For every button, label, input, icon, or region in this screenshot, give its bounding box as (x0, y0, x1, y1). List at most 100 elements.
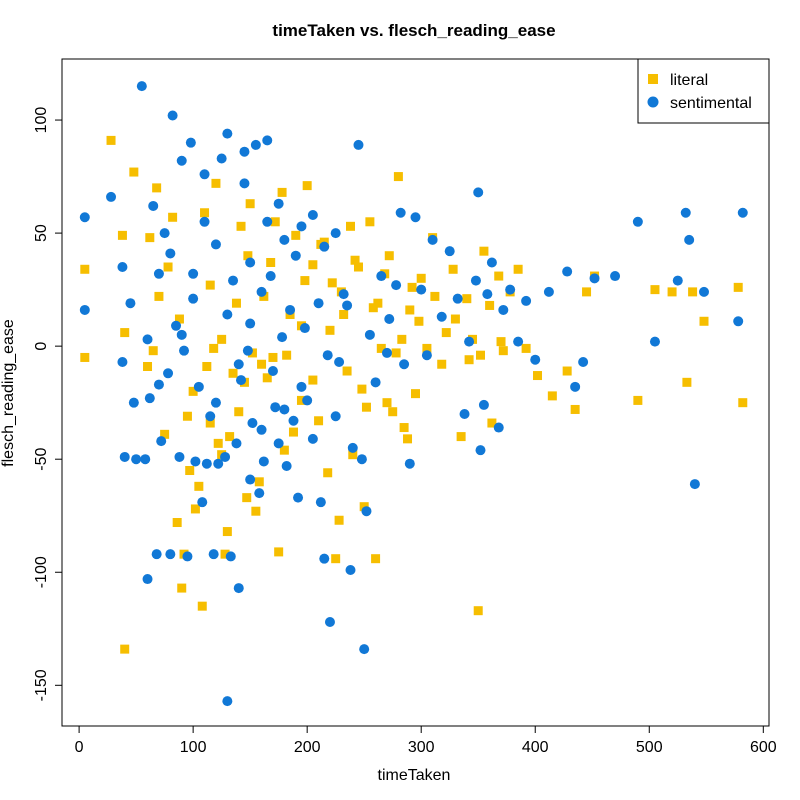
point-sentimental-56 (267, 366, 278, 377)
point-sentimental-97 (427, 234, 438, 245)
point-literal-46 (277, 187, 287, 197)
point-sentimental-126 (689, 479, 700, 490)
point-sentimental-128 (733, 316, 744, 327)
point-literal-28 (220, 549, 230, 559)
point-sentimental-75 (330, 411, 341, 422)
point-sentimental-4 (117, 356, 128, 367)
point-literal-107 (682, 377, 692, 387)
point-literal-128 (357, 384, 367, 394)
point-sentimental-6 (125, 298, 136, 309)
point-sentimental-57 (270, 402, 281, 413)
point-literal-137 (475, 350, 485, 360)
point-sentimental-1 (79, 304, 90, 315)
point-sentimental-33 (205, 411, 216, 422)
point-sentimental-50 (250, 139, 261, 150)
point-sentimental-45 (236, 375, 247, 386)
point-literal-37 (247, 348, 257, 358)
point-literal-79 (407, 282, 417, 292)
legend-label-sentimental: sentimental (670, 95, 752, 112)
point-literal-123 (308, 260, 318, 270)
point-sentimental-146 (165, 248, 176, 259)
point-literal-98 (533, 371, 543, 381)
point-literal-7 (145, 233, 155, 243)
point-literal-112 (143, 361, 153, 371)
point-sentimental-144 (188, 293, 199, 304)
x-tick-label-0: 0 (75, 739, 84, 756)
point-literal-11 (163, 262, 173, 272)
x-axis: 0 100 200 300 400 500 600 (75, 725, 777, 756)
point-literal-132 (405, 305, 415, 315)
point-literal-135 (450, 314, 460, 324)
point-literal-43 (268, 352, 278, 362)
point-sentimental-46 (239, 146, 250, 157)
point-literal-51 (296, 395, 306, 405)
point-sentimental-30 (197, 497, 208, 508)
point-sentimental-140 (233, 359, 244, 370)
point-literal-120 (257, 359, 267, 369)
point-sentimental-112 (513, 336, 524, 347)
point-literal-50 (291, 230, 301, 240)
point-sentimental-3 (117, 262, 128, 273)
point-sentimental-94 (410, 212, 421, 223)
legend-marker-sentimental (647, 96, 659, 108)
point-sentimental-67 (299, 323, 310, 334)
point-literal-118 (225, 432, 235, 442)
point-sentimental-22 (174, 451, 185, 462)
y-tick-label--100: -100 (33, 556, 50, 588)
point-literal-33 (236, 221, 246, 231)
point-literal-110 (733, 282, 743, 292)
point-literal-93 (494, 271, 504, 281)
point-literal-88 (462, 294, 472, 304)
point-sentimental-61 (281, 460, 292, 471)
point-literal-1 (80, 264, 90, 274)
point-sentimental-13 (148, 200, 159, 211)
point-sentimental-130 (239, 178, 250, 189)
point-literal-101 (570, 404, 580, 414)
point-sentimental-28 (190, 456, 201, 467)
point-sentimental-16 (156, 436, 167, 447)
point-sentimental-44 (233, 583, 244, 594)
point-sentimental-69 (307, 433, 318, 444)
point-literal-54 (308, 375, 318, 385)
point-sentimental-139 (245, 318, 256, 329)
point-sentimental-82 (356, 454, 367, 465)
point-literal-32 (234, 407, 244, 417)
point-literal-9 (152, 183, 162, 193)
point-sentimental-80 (347, 442, 358, 453)
point-sentimental-32 (201, 458, 212, 469)
x-tick-label-400: 400 (522, 739, 549, 756)
point-literal-97 (521, 343, 531, 353)
point-sentimental-106 (478, 399, 489, 410)
legend-label-literal: literal (670, 72, 708, 89)
point-literal-129 (368, 303, 378, 313)
point-literal-102 (582, 287, 592, 297)
point-sentimental-39 (222, 128, 233, 139)
point-sentimental-62 (285, 304, 296, 315)
point-sentimental-104 (473, 187, 484, 198)
x-tick-label-600: 600 (750, 739, 777, 756)
point-literal-125 (327, 278, 337, 288)
point-sentimental-109 (493, 422, 504, 433)
point-sentimental-55 (265, 271, 276, 282)
point-sentimental-115 (543, 286, 554, 297)
point-sentimental-5 (119, 451, 130, 462)
point-literal-14 (174, 314, 184, 324)
point-literal-62 (342, 366, 352, 376)
point-literal-94 (498, 346, 508, 356)
point-sentimental-87 (376, 271, 387, 282)
point-literal-29 (222, 527, 232, 537)
point-sentimental-89 (384, 314, 395, 325)
point-sentimental-74 (324, 616, 335, 627)
point-literal-26 (213, 438, 223, 448)
point-literal-63 (346, 221, 356, 231)
point-sentimental-36 (213, 458, 224, 469)
point-sentimental-47 (242, 345, 253, 356)
point-literal-134 (430, 291, 440, 301)
point-literal-115 (194, 481, 204, 491)
point-literal-23 (205, 280, 215, 290)
point-sentimental-133 (279, 234, 290, 245)
point-sentimental-85 (364, 329, 375, 340)
point-literal-35 (243, 251, 253, 261)
point-literal-38 (251, 506, 261, 516)
point-literal-40 (259, 291, 269, 301)
